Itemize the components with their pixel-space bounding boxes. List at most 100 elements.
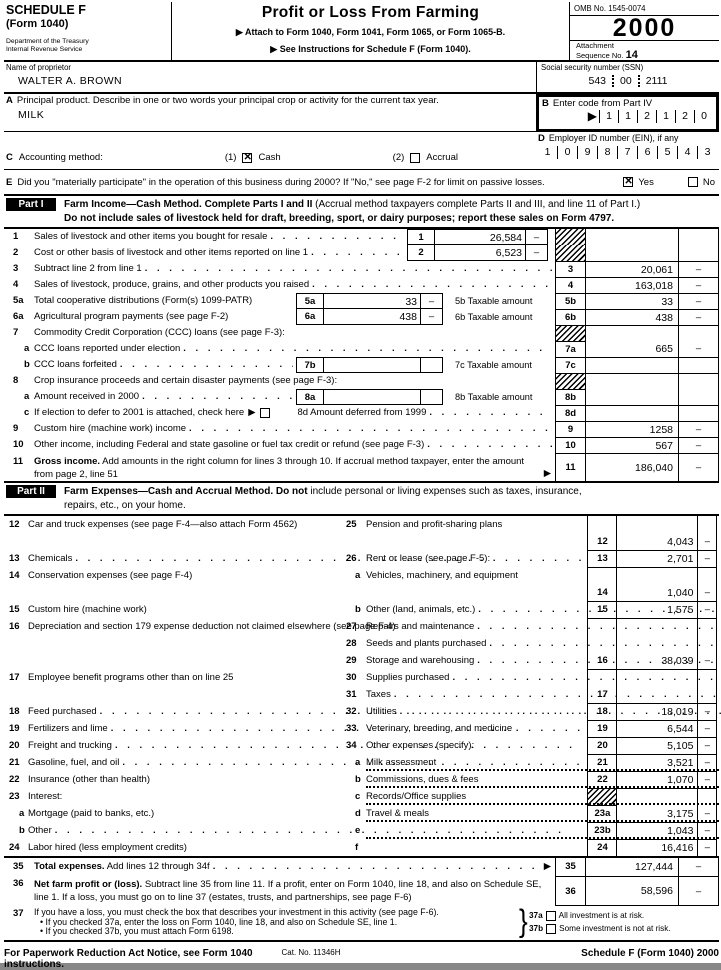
page-title: Profit or Loss From Farming: [261, 4, 480, 21]
dot-leader: [213, 858, 541, 876]
accrual-checkbox[interactable]: [410, 152, 421, 163]
line-11: 11 Gross income. Add amounts in the righ…: [4, 453, 719, 481]
line5a-amount-input[interactable]: 33: [405, 296, 417, 308]
line-c-label: Accounting method:: [18, 152, 103, 163]
other-expense-desc-input[interactable]: Travel & meals: [366, 806, 721, 822]
dot-leader: [400, 703, 721, 720]
some-investment-label: Some investment is not at risk.: [559, 924, 671, 933]
line-a-letter: A: [6, 95, 13, 106]
attachment-seq: Attachment Sequence No. 14: [570, 40, 719, 60]
line-a-b-row: A Principal product. Describe in one or …: [4, 94, 719, 132]
ssn-block: Social security number (SSN) 543 00 2111: [536, 62, 719, 92]
line14-input[interactable]: 1,040: [617, 567, 698, 601]
line35-total-expenses-input[interactable]: 127,444: [635, 861, 673, 873]
ein-input[interactable]: 1 0 9 8 7 6 5 4 3: [538, 146, 717, 159]
line2-amount-input[interactable]: 6,523: [495, 247, 522, 259]
omb-number: OMB No. 1545-0074: [570, 2, 719, 16]
line-d-label: Employer ID number (EIN), if any: [548, 133, 679, 143]
attach-instruction: ▶ Attach to Form 1040, Form 1041, Form 1…: [235, 27, 506, 37]
other-expense-desc-input[interactable]: [366, 823, 721, 839]
line-6a: 6a Agricultural program payments (see pa…: [4, 309, 719, 325]
line-7b: b CCC loans forfeited 7b 7c Taxable amou…: [4, 357, 719, 373]
line23a-input[interactable]: 3,175: [617, 788, 698, 822]
line8d-amount-input[interactable]: [586, 405, 678, 421]
line-37: 37 If you have a loss, you must check th…: [4, 902, 719, 939]
part4-code-input[interactable]: ▶ 1 1 2 1 2 0: [542, 109, 713, 123]
principal-product-input[interactable]: MILK: [18, 109, 45, 121]
line23b-input[interactable]: 1,043: [617, 822, 698, 839]
line7a-amount-input[interactable]: 665: [655, 343, 673, 355]
defer-election-checkbox[interactable]: [259, 408, 270, 418]
line20-input[interactable]: 5,105: [617, 737, 698, 754]
line-2: 2 Cost or other basis of livestock and o…: [4, 245, 719, 261]
line8a-amount-input[interactable]: [324, 390, 420, 404]
part2-header: Part II Farm Expenses—Cash and Accrual M…: [4, 481, 719, 516]
dot-leader: [394, 686, 721, 703]
part2-table: 12 Car and truck expenses (see page F-4—…: [4, 516, 721, 858]
brace: }: [519, 902, 528, 939]
part2-left: 12 Car and truck expenses (see page F-4—…: [4, 516, 718, 856]
see-instruction: ▶ See Instructions for Schedule F (Form …: [270, 44, 471, 54]
dot-leader: [145, 261, 552, 277]
line-1: 1 Sales of livestock and other items you…: [4, 229, 719, 245]
line4-amount-input[interactable]: 163,018: [586, 277, 678, 293]
other-expense-desc-input[interactable]: Records/Office supplies: [366, 789, 721, 805]
line11-gross-income-input[interactable]: 186,040: [586, 453, 678, 481]
line6a-amount-input[interactable]: 438: [399, 311, 417, 323]
line24-input[interactable]: 16,416: [617, 839, 698, 856]
some-investment-not-at-risk-checkbox[interactable]: [546, 923, 557, 934]
line-b-box: B Enter code from Part IV ▶ 1 1 2 1 2 0: [536, 94, 719, 132]
line19-input[interactable]: 6,544: [617, 720, 698, 737]
line5b-amount-input[interactable]: 33: [586, 293, 678, 309]
line21-input[interactable]: 3,521: [617, 754, 698, 771]
line9-amount-input[interactable]: 1258: [586, 421, 678, 437]
proprietor-row: Name of proprietor WALTER A. BROWN Socia…: [4, 62, 719, 94]
line-e-row: E Did you "materially participate" in th…: [4, 170, 719, 194]
line22-input[interactable]: 1,070: [617, 771, 698, 788]
taxable-amount-label: 7c Taxable amount: [455, 360, 532, 370]
line7b-amount-input[interactable]: [324, 358, 420, 372]
line-a-label: Principal product. Describe in one or tw…: [16, 95, 439, 106]
dot-leader: [312, 277, 552, 293]
line-4: 4 Sales of livestock, produce, grains, a…: [4, 277, 719, 293]
line7c-amount-input[interactable]: [586, 357, 678, 373]
entry-box: 2 6,523 –: [407, 245, 548, 261]
line-7: 7 Commodity Credit Corporation (CCC) loa…: [4, 325, 719, 341]
line1-amount-input[interactable]: 26,584: [489, 232, 522, 244]
line8b-amount-input[interactable]: [586, 389, 678, 405]
line3-amount-input[interactable]: 20,061: [586, 261, 678, 277]
cash-label: Cash: [258, 152, 281, 163]
all-investment-at-risk-checkbox[interactable]: [545, 910, 556, 921]
line12-input[interactable]: 4,043: [667, 536, 694, 548]
form-number: (Form 1040): [6, 18, 69, 30]
tax-year: 2000: [612, 14, 677, 42]
part2-badge: Part II: [6, 485, 56, 498]
other-expense-desc-input[interactable]: Commissions, dues & fees: [366, 772, 721, 788]
line-d-letter: D: [538, 133, 545, 144]
name-input[interactable]: WALTER A. BROWN: [18, 75, 123, 87]
entry-box: 5a 33 –: [296, 293, 443, 309]
line-3: 3 Subtract line 2 from line 1 3 20,061 –: [4, 261, 719, 277]
line6b-amount-input[interactable]: 438: [586, 309, 678, 325]
line10-amount-input[interactable]: 567: [586, 437, 678, 453]
yes-label: Yes: [638, 176, 654, 188]
entry-box: 8a: [296, 389, 443, 405]
form-id-block: SCHEDULE F (Form 1040) Department of the…: [4, 2, 172, 60]
dot-leader: [477, 652, 721, 669]
other-expense-desc-input[interactable]: Milk assessment: [366, 755, 721, 771]
cash-checkbox[interactable]: [242, 152, 253, 163]
ssn-input[interactable]: 543 00 2111: [588, 75, 668, 87]
line-36: 36 Net farm profit or (loss). Subtract l…: [4, 876, 719, 906]
line13-input[interactable]: 2,701: [617, 550, 698, 567]
line-b-label: Enter code from Part IV: [552, 98, 653, 109]
dot-leader: [183, 341, 552, 357]
dot-leader: [142, 389, 293, 405]
ssn-label: Social security number (SSN): [541, 63, 644, 72]
form-header: SCHEDULE F (Form 1040) Department of the…: [4, 2, 719, 62]
line36-net-profit-input[interactable]: 58,596: [586, 876, 678, 906]
materially-participate-no-checkbox[interactable]: [687, 177, 698, 187]
catalog-number: Cat. No. 11346H: [281, 947, 341, 957]
materially-participate-yes-checkbox[interactable]: [623, 176, 634, 187]
line-e-label: Did you "materially participate" in the …: [17, 176, 545, 188]
